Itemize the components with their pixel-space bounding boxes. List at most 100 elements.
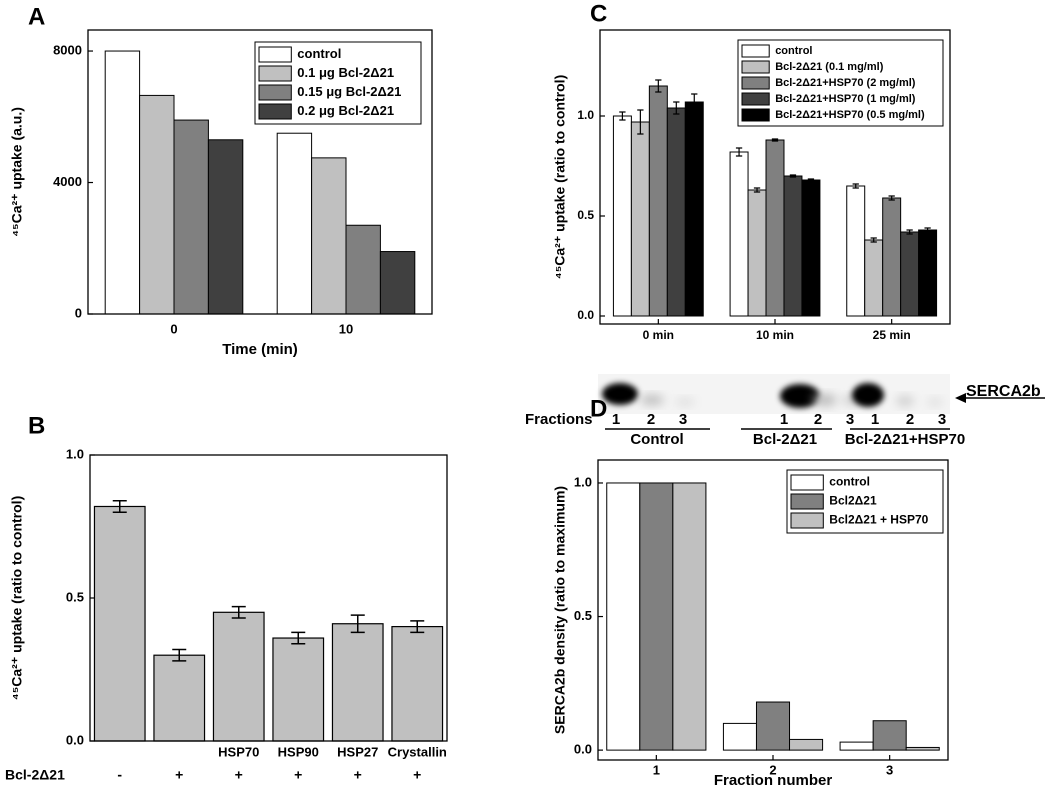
legend-swatch <box>790 512 824 529</box>
bar <box>139 94 175 315</box>
bar <box>839 741 874 751</box>
bar <box>729 151 749 317</box>
error-bar <box>673 101 680 115</box>
legend-swatch <box>741 92 770 106</box>
bar <box>747 189 767 317</box>
legend-swatch <box>790 493 824 510</box>
arrow-head <box>955 393 966 403</box>
x-tick-label: 25 min <box>873 328 911 342</box>
group-label: Control <box>630 431 683 448</box>
error-bar <box>291 631 306 645</box>
x-tick-label: 0 <box>170 321 177 336</box>
bar <box>872 720 907 751</box>
bar <box>755 701 791 751</box>
legend-label: Bcl-2Δ21 (0.1 mg/ml) <box>775 61 884 73</box>
y-tick-label: 0.0 <box>577 308 594 322</box>
bar <box>722 722 757 751</box>
legend-label: 0.1 μg Bcl-2Δ21 <box>297 65 394 80</box>
error-bar <box>619 111 626 121</box>
x-axis-label: Time (min) <box>222 341 298 358</box>
legend-label: Bcl2Δ21 + HSP70 <box>829 513 928 527</box>
x-axis-label: Fraction number <box>714 772 833 788</box>
legend-swatch <box>741 60 770 74</box>
lane-label: 3 <box>846 411 854 428</box>
bar <box>905 746 940 751</box>
legend-swatch <box>258 65 292 82</box>
lane-label: 3 <box>679 411 687 428</box>
bar <box>104 50 141 315</box>
x-tick-label: 0 min <box>643 328 674 342</box>
bar <box>684 101 704 317</box>
sign-label: + <box>354 767 362 783</box>
y-tick-label: 4000 <box>53 174 82 189</box>
y-tick-label: 0.0 <box>574 742 592 757</box>
y-tick-label: 0.5 <box>577 208 594 222</box>
lane-label: 1 <box>780 411 788 428</box>
legend-swatch <box>741 44 770 58</box>
y-axis-label: SERCA2b density (ratio to maximum) <box>552 486 568 734</box>
legend-label: Bcl-2Δ21+HSP70 (1 mg/ml) <box>775 93 916 105</box>
band <box>640 395 664 405</box>
legend-label: control <box>297 46 341 61</box>
chart-panel: D 0.0 0.5 1.0 1 2 3 Fraction number SERCA2b dens… <box>552 395 949 788</box>
western-blot: SERCA2b Fractions <box>525 374 1045 430</box>
bar <box>882 197 902 317</box>
error-bar <box>771 138 779 142</box>
error-bar <box>172 648 187 662</box>
chart-panel: B 0.0 0.5 1.0 - + HSP70 + HSP90 + HSP27 + Crystallin… <box>5 412 448 783</box>
blot-label: SERCA2b <box>966 383 1041 400</box>
bar <box>612 115 632 317</box>
error-bar <box>735 147 743 157</box>
bar <box>331 623 384 742</box>
bar <box>173 119 209 315</box>
lane-label: 1 <box>871 411 879 428</box>
lane-label: 2 <box>647 411 655 428</box>
panel-label: A <box>28 3 45 30</box>
bar <box>311 157 347 315</box>
x-tick-label: HSP90 <box>278 744 319 759</box>
x-tick-label: 2 <box>769 762 776 777</box>
error-bar <box>789 174 797 178</box>
bar <box>212 611 265 742</box>
lane-label: 2 <box>814 411 822 428</box>
error-bar <box>888 195 895 201</box>
plot-frame <box>89 454 448 742</box>
band <box>896 396 914 406</box>
error-bar <box>906 229 913 235</box>
bar <box>345 224 381 315</box>
y-tick-label: 0 <box>75 305 82 320</box>
bar <box>846 185 866 317</box>
panel-label: D <box>590 395 607 422</box>
legend-swatch <box>741 108 770 122</box>
row-label: Bcl-2Δ21 <box>5 767 65 783</box>
y-tick-label: 0.5 <box>574 608 592 623</box>
sign-label: + <box>175 767 183 783</box>
y-axis-label: ⁴⁵Ca²⁺ uptake (a.u.) <box>9 107 25 237</box>
sign-label: + <box>294 767 302 783</box>
y-tick-label: 0.5 <box>66 589 84 604</box>
legend-label: 0.2 μg Bcl-2Δ21 <box>297 103 394 118</box>
panel-label: B <box>28 412 45 439</box>
error-bar <box>852 183 859 189</box>
bar <box>606 482 641 751</box>
error-bar <box>753 187 761 193</box>
bar <box>207 139 244 315</box>
plot-frame <box>87 29 433 315</box>
panel-label: C <box>590 0 607 27</box>
legend-swatch <box>258 103 292 120</box>
y-tick-label: 1.0 <box>577 108 594 122</box>
error-bar <box>231 605 246 619</box>
legend-label: 0.15 μg Bcl-2Δ21 <box>297 84 401 99</box>
band <box>602 383 638 405</box>
bar <box>783 175 803 317</box>
legend-label: control <box>829 475 870 489</box>
error-bar <box>410 620 425 634</box>
bar <box>639 482 674 751</box>
legend-swatch <box>741 76 770 90</box>
bar <box>765 139 785 317</box>
bar <box>918 229 938 317</box>
bar <box>272 637 325 742</box>
x-tick-label: 10 min <box>756 328 794 342</box>
bar <box>379 251 416 315</box>
y-tick-label: 8000 <box>53 42 82 57</box>
